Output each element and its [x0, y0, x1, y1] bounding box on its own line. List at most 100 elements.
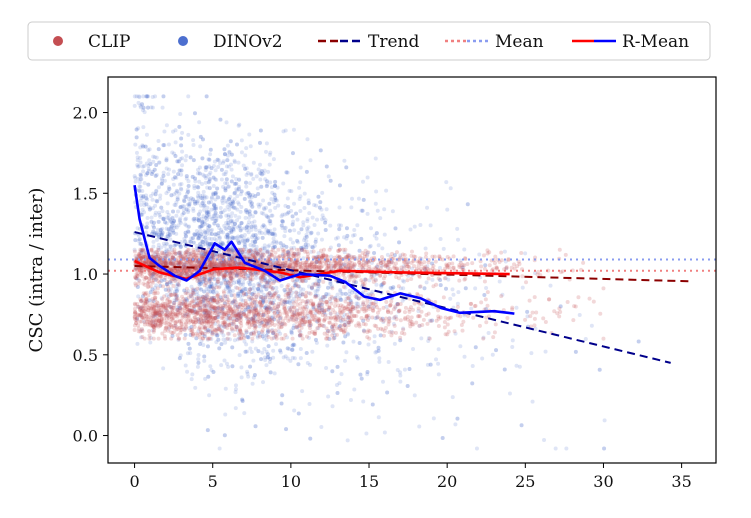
dinov2-point	[491, 353, 495, 357]
dinov2-point	[286, 357, 290, 361]
dinov2-point	[240, 138, 244, 142]
dinov2-point	[167, 168, 171, 172]
dinov2-point	[186, 342, 190, 346]
clip-point	[191, 287, 195, 291]
clip-point	[486, 304, 490, 308]
dinov2-point	[143, 110, 147, 114]
dinov2-point	[475, 446, 479, 450]
dinov2-point	[366, 212, 370, 216]
dinov2-point	[397, 240, 401, 244]
dinov2-point	[176, 172, 180, 176]
dinov2-point	[234, 387, 238, 391]
dinov2-point	[305, 170, 309, 174]
dinov2-point	[503, 367, 507, 371]
clip-point	[354, 314, 358, 318]
clip-point	[581, 261, 585, 265]
clip-point	[499, 294, 503, 298]
dinov2-point	[230, 235, 234, 239]
dinov2-point	[245, 239, 249, 243]
dinov2-point	[366, 176, 370, 180]
dinov2-point	[291, 214, 295, 218]
dinov2-point	[249, 225, 253, 229]
dinov2-point	[466, 202, 470, 206]
clip-point	[352, 279, 356, 283]
clip-point	[408, 297, 412, 301]
dinov2-point	[320, 238, 324, 242]
dinov2-point	[172, 170, 176, 174]
clip-point	[469, 302, 473, 306]
dinov2-point	[138, 189, 142, 193]
dinov2-point	[226, 233, 230, 237]
dinov2-point	[419, 336, 423, 340]
clip-point	[491, 335, 495, 339]
dinov2-point	[413, 225, 417, 229]
clip-point	[190, 295, 194, 299]
dinov2-point	[424, 247, 428, 251]
dinov2-point	[315, 289, 319, 293]
dinov2-point	[273, 206, 277, 210]
clip-point	[524, 280, 528, 284]
dinov2-point	[444, 180, 448, 184]
clip-point	[276, 296, 280, 300]
dinov2-point	[244, 287, 248, 291]
dinov2-point	[243, 197, 247, 201]
dinov2-point	[343, 359, 347, 363]
clip-point	[483, 280, 487, 284]
dinov2-point	[292, 202, 296, 206]
dinov2-point	[188, 347, 192, 351]
dinov2-point	[349, 398, 353, 402]
dinov2-point	[153, 168, 157, 172]
dinov2-point	[225, 181, 229, 185]
dinov2-point	[228, 289, 232, 293]
dinov2-point	[266, 215, 270, 219]
dinov2-point	[138, 237, 142, 241]
dinov2-point	[266, 229, 270, 233]
dinov2-point	[337, 227, 341, 231]
dinov2-point	[225, 177, 229, 181]
dinov2-point	[244, 181, 248, 185]
dinov2-point	[484, 286, 488, 290]
dinov2-point	[214, 211, 218, 215]
dinov2-point	[398, 380, 402, 384]
dinov2-point	[162, 242, 166, 246]
dinov2-point	[259, 357, 263, 361]
dinov2-point	[291, 151, 295, 155]
dinov2-point	[223, 433, 227, 437]
dinov2-point	[151, 240, 155, 244]
dinov2-point	[298, 194, 302, 198]
dinov2-point	[344, 165, 348, 169]
dinov2-point	[268, 209, 272, 213]
dinov2-point	[343, 334, 347, 338]
dinov2-point	[216, 223, 220, 227]
dinov2-point	[304, 239, 308, 243]
dinov2-point	[156, 139, 160, 143]
dinov2-point	[193, 386, 197, 390]
dinov2-point	[161, 209, 165, 213]
dinov2-point	[146, 183, 150, 187]
dinov2-point	[314, 240, 318, 244]
dinov2-point	[298, 180, 302, 184]
dinov2-point	[244, 350, 248, 354]
dinov2-point	[135, 342, 139, 346]
dinov2-point	[144, 202, 148, 206]
dinov2-point	[286, 196, 290, 200]
clip-point	[494, 322, 498, 326]
clip-point	[239, 336, 243, 340]
dinov2-point	[249, 243, 253, 247]
dinov2-point	[193, 111, 197, 115]
dinov2-point	[199, 224, 203, 228]
dinov2-point	[320, 191, 324, 195]
dinov2-point	[531, 400, 535, 404]
clip-point	[208, 337, 212, 341]
dinov2-point	[258, 163, 262, 167]
dinov2-point	[362, 198, 366, 202]
dinov2-point	[196, 361, 200, 365]
dinov2-point	[250, 221, 254, 225]
dinov2-point	[289, 237, 293, 241]
dinov2-point	[197, 212, 201, 216]
clip-point	[259, 308, 263, 312]
clip-point	[417, 306, 421, 310]
dinov2-point	[373, 334, 377, 338]
dinov2-point	[248, 212, 252, 216]
clip-point	[576, 295, 580, 299]
